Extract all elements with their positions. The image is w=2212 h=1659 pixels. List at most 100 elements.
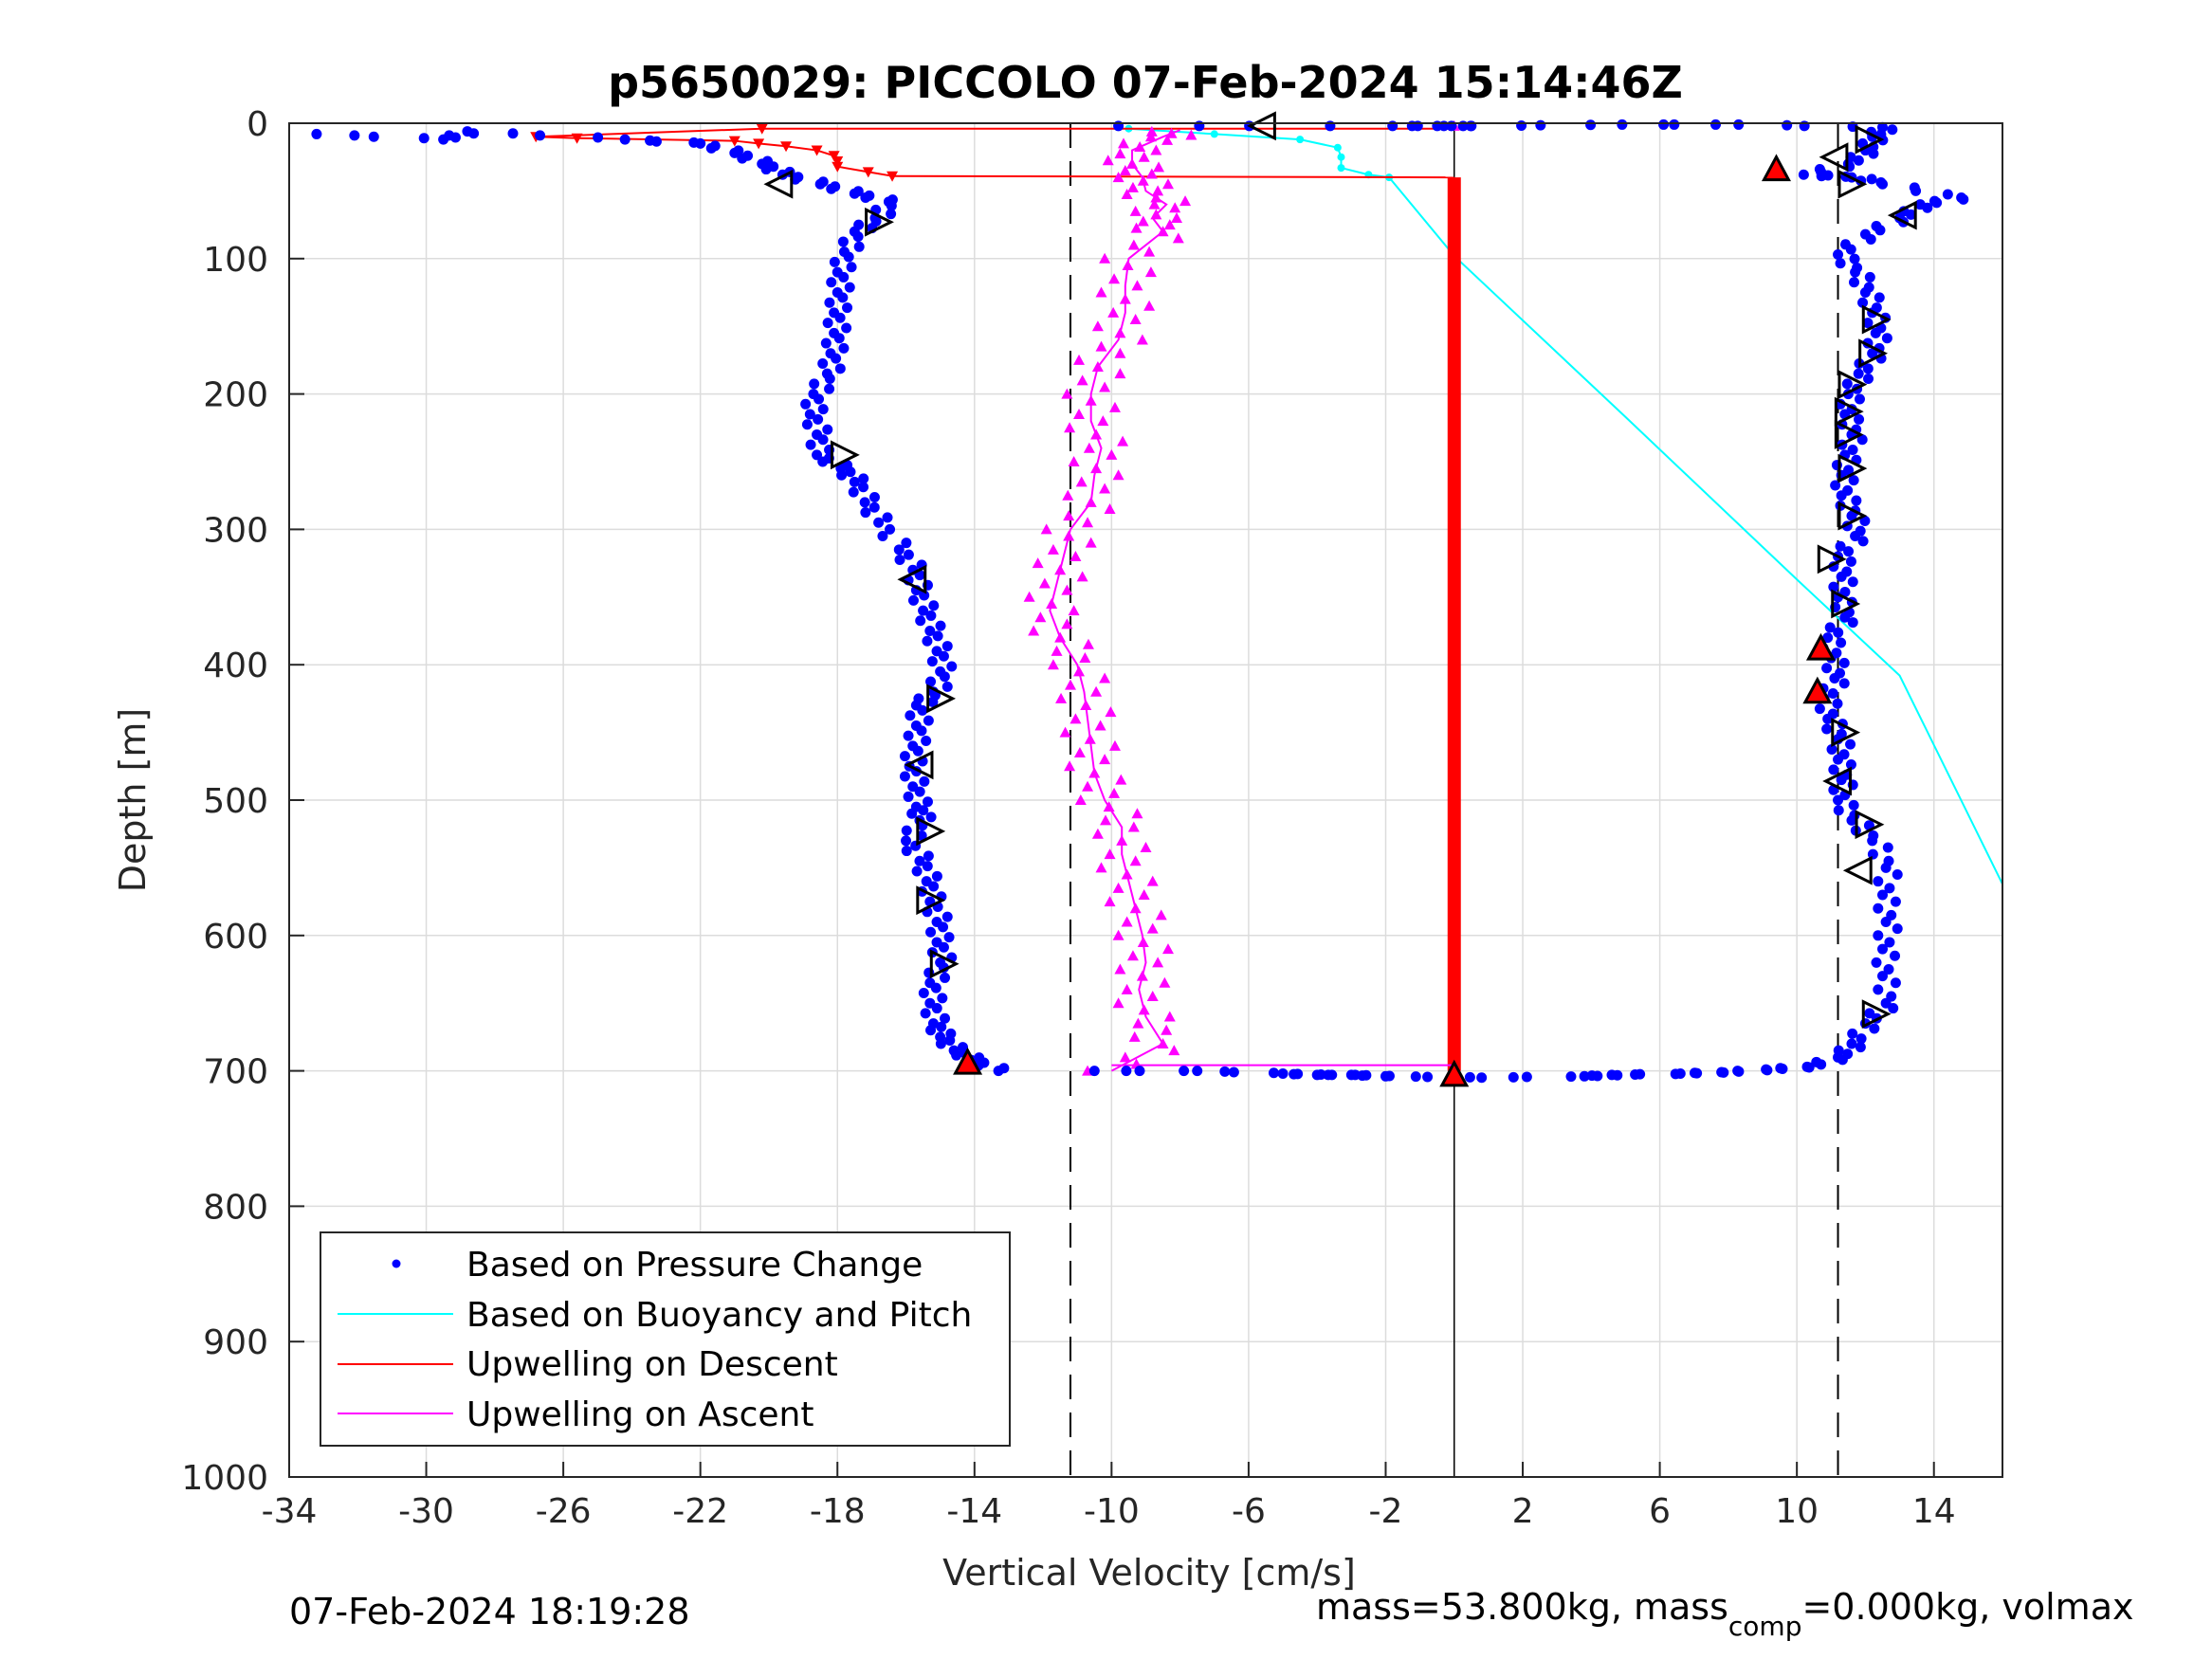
pressure-change-point — [1855, 525, 1866, 537]
pressure-change-point — [1942, 189, 1953, 200]
upwelling-ascent-point — [1034, 611, 1047, 623]
pressure-change-point — [901, 846, 912, 857]
pressure-change-point — [817, 357, 829, 369]
x-tick-label: -26 — [536, 1492, 592, 1531]
upwelling-ascent-point — [1112, 997, 1124, 1009]
pressure-change-point — [923, 850, 934, 862]
pressure-change-point — [1845, 556, 1856, 567]
upwelling-ascent-point — [1028, 625, 1040, 636]
pressure-change-point — [814, 178, 826, 190]
pressure-change-point — [936, 1021, 947, 1032]
pressure-change-point — [1134, 1066, 1145, 1077]
pressure-change-point — [852, 231, 864, 243]
pressure-change-point — [919, 590, 930, 601]
pitch-marker — [1837, 370, 1868, 400]
pressure-change-point — [860, 192, 871, 204]
pressure-change-point — [837, 236, 849, 247]
upwelling-ascent-point — [1130, 222, 1143, 233]
pressure-change-point — [915, 615, 926, 627]
pressure-change-point — [1565, 1071, 1577, 1083]
upwelling-ascent-point — [1138, 1004, 1150, 1015]
pressure-change-point — [941, 641, 953, 652]
pitch-marker — [953, 1047, 983, 1075]
legend-label-descent: Upwelling on Descent — [466, 1345, 838, 1384]
pressure-change-point — [1866, 173, 1877, 185]
pressure-change-point — [1839, 586, 1851, 597]
pressure-change-point — [1798, 169, 1809, 180]
pressure-change-point — [619, 134, 631, 145]
pressure-change-point — [845, 466, 856, 478]
pressure-change-point — [1857, 297, 1869, 308]
upwelling-ascent-point — [1108, 273, 1121, 284]
x-tick-label: -14 — [946, 1492, 1002, 1531]
pressure-change-point — [921, 736, 932, 747]
upwelling-ascent-point — [1132, 1017, 1144, 1029]
pressure-change-point — [737, 153, 748, 164]
pressure-change-point — [918, 605, 929, 616]
pressure-change-point — [1228, 1066, 1239, 1078]
x-tick-label: -18 — [810, 1492, 866, 1531]
pressure-change-point — [1179, 1066, 1190, 1077]
pressure-change-point — [1828, 764, 1839, 775]
upwelling-ascent-point — [1059, 726, 1071, 738]
legend-label-buoyancy: Based on Buoyancy and Pitch — [466, 1296, 972, 1335]
upwelling-ascent-point — [1137, 174, 1149, 186]
pressure-change-point — [829, 256, 840, 267]
pressure-change-point — [1380, 1070, 1391, 1082]
pressure-change-point — [1586, 1070, 1598, 1082]
upwelling-ascent-point — [1117, 435, 1129, 447]
pressure-change-point — [1856, 1033, 1867, 1045]
pressure-change-point — [919, 775, 930, 787]
legend: Based on Pressure Change Based on Buoyan… — [320, 1231, 1011, 1447]
pressure-change-point — [917, 704, 928, 716]
pressure-change-point — [1854, 413, 1865, 425]
pressure-change-point — [1862, 318, 1874, 329]
x-tick-label: -2 — [1369, 1492, 1403, 1531]
pressure-change-point — [535, 130, 546, 141]
pressure-change-point — [814, 393, 825, 405]
pressure-change-point — [1890, 896, 1901, 907]
pitch-marker — [1861, 999, 1892, 1030]
pressure-change-point — [1826, 743, 1837, 755]
pressure-change-point — [903, 730, 914, 741]
upwelling-ascent-point — [1073, 354, 1086, 365]
pressure-change-point — [1838, 749, 1850, 760]
upwelling-descent-point — [832, 155, 844, 167]
upwelling-ascent-point — [1084, 733, 1096, 744]
upwelling-ascent-point — [1136, 334, 1148, 345]
pressure-change-point — [901, 835, 912, 847]
pressure-change-point — [903, 549, 914, 560]
footer-mass-b: =0.000kg, volmax — [1801, 1586, 2133, 1628]
upwelling-ascent-point — [1121, 188, 1133, 199]
pressure-change-point — [1674, 1067, 1686, 1079]
pressure-change-point — [1868, 830, 1879, 841]
upwelling-ascent-point — [1080, 700, 1092, 711]
pressure-change-point — [1814, 164, 1825, 175]
x-tick-label: 14 — [1912, 1492, 1956, 1531]
pressure-change-point — [1832, 698, 1843, 709]
upwelling-ascent-point — [1085, 496, 1097, 507]
pressure-change-point — [805, 439, 816, 450]
pressure-change-point — [444, 130, 455, 141]
pressure-change-point — [1268, 1067, 1279, 1079]
pitch-marker — [830, 440, 860, 470]
pressure-change-point — [842, 302, 853, 314]
pressure-change-point — [841, 322, 852, 334]
upwelling-ascent-point — [1114, 963, 1126, 975]
upwelling-descent-point — [753, 138, 765, 150]
upwelling-ascent-point — [1161, 943, 1174, 955]
upwelling-ascent-point — [1129, 902, 1142, 914]
pressure-change-point — [899, 751, 910, 762]
upwelling-ascent-point — [1159, 976, 1171, 988]
pressure-change-point — [1877, 943, 1889, 955]
pressure-change-point — [1873, 876, 1884, 887]
pressure-change-point — [1835, 540, 1846, 552]
pressure-change-point — [1585, 119, 1597, 131]
y-tick-label: 300 — [203, 511, 268, 550]
pressure-change-point — [1892, 923, 1903, 935]
pressure-change-point — [1855, 1042, 1866, 1053]
footer-mass-sub: comp — [1728, 1611, 1802, 1642]
pitch-marker — [1439, 1059, 1470, 1087]
pressure-change-point — [836, 469, 848, 481]
pressure-change-point — [1710, 118, 1722, 130]
